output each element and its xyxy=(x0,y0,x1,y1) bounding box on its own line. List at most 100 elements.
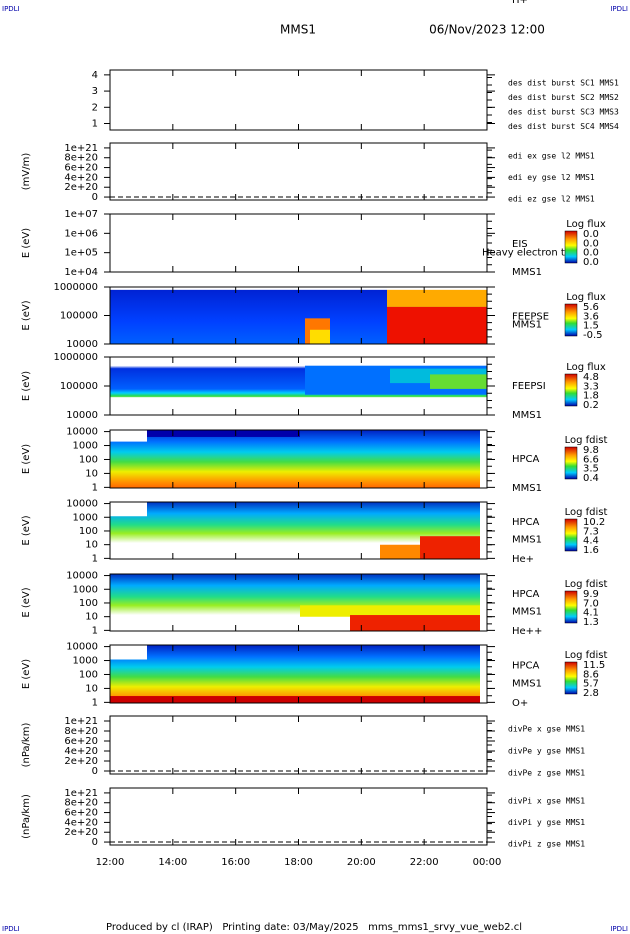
y-axis-label: (mV/m) xyxy=(21,153,32,191)
colorbar xyxy=(564,518,578,552)
spectrogram-region xyxy=(350,615,480,631)
y-tick-label: 100000 xyxy=(60,311,98,322)
y-tick-label: 1000000 xyxy=(53,282,98,293)
y-tick-label: 8e+20 xyxy=(64,798,98,809)
title: MMS1 xyxy=(280,23,316,37)
footer: Produced by cl (IRAP) Printing date: 03/… xyxy=(106,922,522,933)
y-tick-label: 100 xyxy=(79,669,98,680)
colorbar-label: 0.0 xyxy=(583,257,599,268)
spectrogram-region xyxy=(110,502,147,517)
x-tick-label: 18:00 xyxy=(284,857,313,868)
y-tick-label: 100 xyxy=(79,598,98,609)
x-tick-label: 14:00 xyxy=(158,857,187,868)
y-tick-label: 1000 xyxy=(73,656,98,667)
y-tick-label: 1 xyxy=(92,482,98,493)
corner-label: IPDLI xyxy=(610,5,628,13)
legend-entry: edi ex gse l2 MMS1 xyxy=(508,152,595,161)
x-tick-label: 16:00 xyxy=(221,857,250,868)
y-tick-label: 3 xyxy=(92,86,98,97)
instrument-label: He++ xyxy=(512,626,542,637)
instrument-label: HPCA xyxy=(512,589,540,600)
y-tick-label: 10000 xyxy=(66,642,98,653)
y-axis-label: E (eV) xyxy=(21,228,32,258)
spectrogram xyxy=(110,645,480,703)
colorbar-title: Log flux xyxy=(566,292,606,303)
legend-entry: divPe y gse MMS1 xyxy=(508,747,585,756)
instrument-label: HPCA xyxy=(512,517,540,528)
colorbar-title: Log flux xyxy=(566,362,606,373)
colorbar-label: 8.6 xyxy=(583,669,599,680)
instrument-label: EIS xyxy=(512,239,528,250)
colorbar-label: 7.3 xyxy=(583,526,599,537)
y-tick-label: 2e+20 xyxy=(64,182,98,193)
y-axis-label: (nPa/km) xyxy=(21,723,32,768)
y-tick-label: 10 xyxy=(85,683,98,694)
instrument-label: MMS1 xyxy=(512,267,542,278)
colorbar-title: Log fdist xyxy=(565,435,608,446)
y-tick-label: 1e+04 xyxy=(64,267,98,278)
colorbar-title: Log fdist xyxy=(565,579,608,590)
instrument-label: FEEPSE xyxy=(512,312,549,323)
y-tick-label: 10000 xyxy=(66,571,98,582)
colorbar-label: 0.0 xyxy=(583,229,599,240)
spectrogram xyxy=(110,430,480,488)
panel-frame xyxy=(109,787,488,846)
instrument-label: H+ xyxy=(512,0,528,6)
spectrogram-region xyxy=(147,430,300,437)
legend-entry: divPi x gse MMS1 xyxy=(508,797,585,806)
colorbar-label: 1.5 xyxy=(583,321,599,332)
legend-entry: divPe x gse MMS1 xyxy=(508,725,585,734)
x-tick-label: 12:00 xyxy=(96,857,125,868)
y-tick-label: 100 xyxy=(79,526,98,537)
spectrogram-region xyxy=(110,645,147,660)
colorbar xyxy=(564,373,578,407)
y-tick-label: 1 xyxy=(92,625,98,636)
y-axis-label: E (eV) xyxy=(21,300,32,330)
colorbar-label: 5.7 xyxy=(583,679,599,690)
y-tick-label: 100 xyxy=(79,454,98,465)
y-tick-label: 0 xyxy=(92,192,98,203)
y-tick-label: 10000 xyxy=(66,499,98,510)
panel-frame xyxy=(109,715,488,775)
colorbar-label: 2.8 xyxy=(583,688,599,699)
corner-label: IPDLI xyxy=(2,925,20,933)
spectrogram-region xyxy=(310,329,330,344)
y-tick-label: 1e+21 xyxy=(64,716,98,727)
instrument-label: HPCA xyxy=(512,454,540,465)
y-tick-label: 1000 xyxy=(73,441,98,452)
corner-label: IPDLI xyxy=(2,5,20,13)
y-axis-label: E (eV) xyxy=(21,659,32,689)
y-tick-label: 1000 xyxy=(73,584,98,595)
y-tick-label: 1 xyxy=(92,697,98,708)
colorbar-label: 1.6 xyxy=(583,545,599,556)
y-tick-label: 4e+20 xyxy=(64,817,98,828)
x-tick-label: 22:00 xyxy=(410,857,439,868)
spectrogram-region xyxy=(387,306,487,344)
instrument-label: MMS1 xyxy=(512,320,542,331)
spectrogram-region xyxy=(300,605,480,617)
colorbar-label: 1.3 xyxy=(583,617,599,628)
colorbar-title: Log flux xyxy=(566,219,606,230)
instrument-label: MMS1 xyxy=(512,535,542,546)
y-tick-label: 6e+20 xyxy=(64,808,98,819)
colorbar-label: 11.5 xyxy=(583,660,605,671)
legend-entry: divPe z gse MMS1 xyxy=(508,769,585,778)
colorbar-label: 0.0 xyxy=(583,248,599,259)
y-tick-label: 4e+20 xyxy=(64,746,98,757)
spectrogram-region xyxy=(110,696,480,703)
y-tick-label: 0 xyxy=(92,766,98,777)
y-tick-label: 1000000 xyxy=(53,352,98,363)
instrument-label: MMS1 xyxy=(512,607,542,618)
y-tick-label: 10 xyxy=(85,612,98,623)
instrument-label: O+ xyxy=(512,698,528,709)
y-tick-label: 2e+20 xyxy=(64,756,98,767)
panel-frame xyxy=(109,69,488,131)
colorbar xyxy=(564,661,578,695)
y-tick-label: 1e+05 xyxy=(64,248,98,259)
legend-entry: des dist burst SC1 MMS1 xyxy=(508,79,619,88)
colorbar-label: 6.6 xyxy=(583,454,599,465)
y-axis-label: E (eV) xyxy=(21,444,32,474)
legend-entry: divPi y gse MMS1 xyxy=(508,818,585,827)
